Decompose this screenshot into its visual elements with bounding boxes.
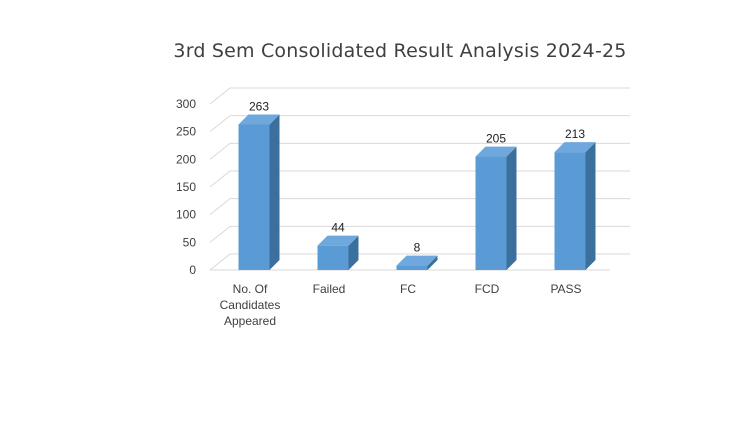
- x-tick-label: No. Of: [233, 282, 268, 296]
- y-tick-label: 0: [189, 263, 196, 277]
- bar-side: [585, 142, 596, 270]
- x-tick-label: FCD: [475, 282, 500, 296]
- bar-side: [506, 146, 517, 270]
- data-label: 263: [249, 99, 269, 113]
- x-tick-label: Candidates: [220, 298, 281, 312]
- gridline: [209, 142, 630, 160]
- y-tick-label: 150: [176, 180, 196, 194]
- gridline: [209, 87, 630, 105]
- bar: [238, 124, 270, 271]
- bar-top: [554, 142, 596, 153]
- bar-top: [317, 235, 359, 246]
- gridline: [209, 115, 630, 133]
- x-tick-label: FC: [400, 282, 416, 296]
- bar: [554, 152, 586, 270]
- bar-top: [238, 114, 280, 125]
- bar-side: [348, 235, 359, 270]
- data-label: 44: [331, 221, 345, 235]
- data-label: 213: [565, 127, 585, 141]
- bar-side: [427, 255, 438, 270]
- y-tick-label: 50: [183, 235, 197, 249]
- y-tick-label: 100: [176, 208, 196, 222]
- x-tick-label: Failed: [313, 282, 346, 296]
- bar-top: [475, 146, 517, 157]
- data-label: 8: [414, 241, 421, 255]
- data-label: 205: [486, 132, 506, 146]
- bar: [396, 265, 428, 270]
- y-tick-label: 300: [176, 97, 196, 111]
- y-tick-label: 200: [176, 152, 196, 166]
- y-tick-label: 250: [176, 125, 196, 139]
- chart-title: 3rd Sem Consolidated Result Analysis 202…: [173, 40, 627, 62]
- bar: [475, 156, 507, 270]
- bar-side: [269, 114, 280, 271]
- bar-top: [396, 255, 438, 266]
- bar: [317, 245, 349, 270]
- x-tick-label: PASS: [550, 282, 581, 296]
- x-tick-label: Appeared: [224, 314, 276, 328]
